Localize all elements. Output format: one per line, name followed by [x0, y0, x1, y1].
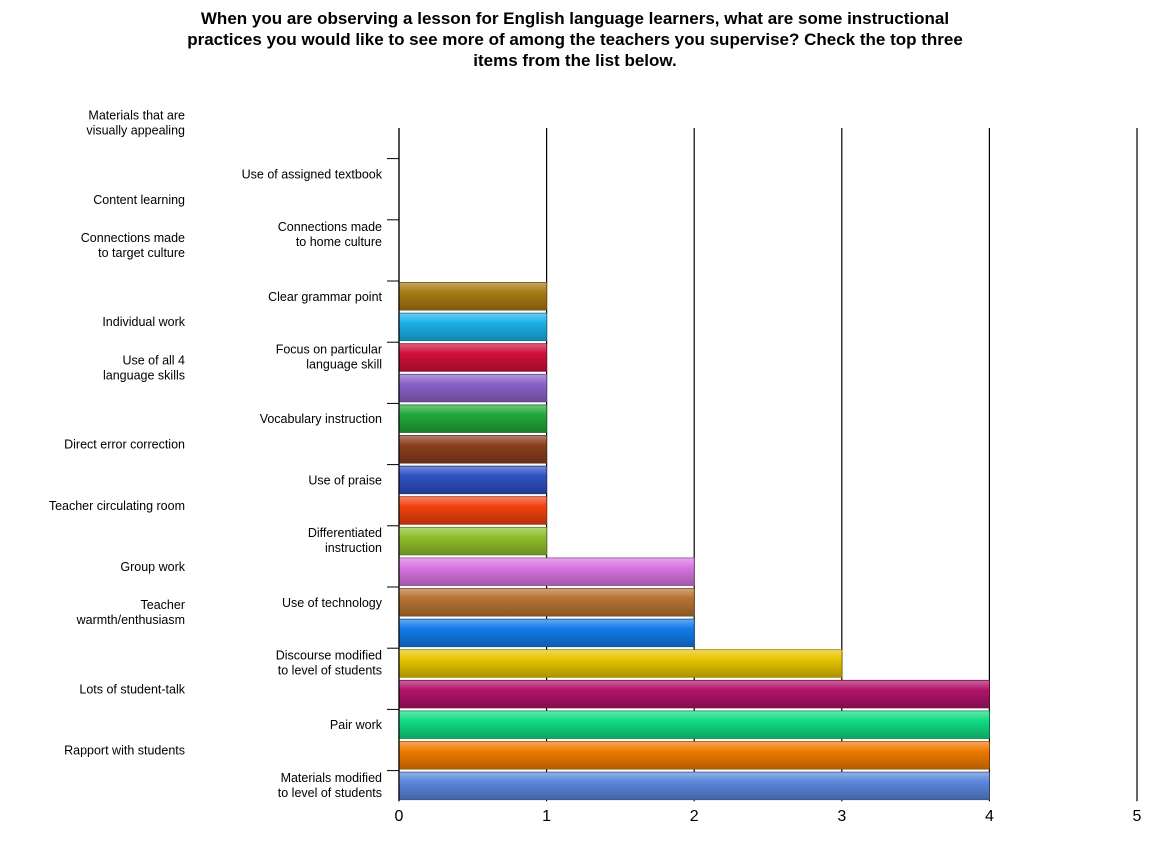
bar	[398, 343, 548, 372]
category-label-line: Clear grammar point	[268, 290, 382, 304]
category-label-line: to home culture	[296, 235, 382, 249]
category-label-line: Teacher	[141, 598, 185, 612]
category-label: Rapport with students	[64, 744, 185, 758]
category-label-line: Direct error correction	[64, 438, 185, 452]
bar	[398, 435, 548, 464]
bar	[398, 588, 695, 617]
bar	[398, 771, 990, 801]
category-label: Differentiated instruction	[308, 526, 382, 555]
category-label-line: Focus on particular	[276, 343, 382, 357]
bar	[398, 373, 548, 403]
category-label-line: language skills	[103, 368, 185, 382]
bar	[398, 710, 990, 739]
category-label-line: Materials that are	[88, 109, 185, 123]
category-label-line: Lots of student-talk	[79, 682, 185, 696]
category-label-line: Use of all 4	[122, 353, 185, 367]
category-label-line: Discourse modified	[276, 649, 382, 663]
category-label-line: language skill	[306, 358, 382, 372]
category-label: Direct error correction	[64, 438, 185, 452]
category-label: Focus on particular language skill	[276, 343, 382, 372]
category-label-line: Vocabulary instruction	[260, 412, 382, 426]
category-label: Individual work	[102, 315, 185, 329]
bar	[398, 282, 548, 311]
bar	[398, 526, 548, 556]
category-label-line: instruction	[325, 541, 382, 555]
bar	[398, 557, 695, 586]
bar	[398, 465, 548, 495]
category-label-line: Content learning	[93, 193, 185, 207]
axes	[387, 128, 400, 802]
category-label-line: Connections made	[278, 220, 382, 234]
x-tick-label: 2	[690, 808, 699, 825]
category-label: Pair work	[330, 718, 383, 732]
category-label: Teacher circulating room	[49, 499, 185, 513]
category-label-line: Teacher circulating room	[49, 499, 185, 513]
x-tick-label: 0	[395, 808, 404, 825]
category-label: Use of all 4 language skills	[103, 353, 185, 382]
x-tick-label: 1	[542, 808, 551, 825]
category-label: Vocabulary instruction	[260, 412, 382, 426]
category-label: Use of praise	[308, 473, 382, 487]
bars	[398, 282, 990, 801]
x-tick-label: 5	[1133, 808, 1142, 825]
x-tick-label: 3	[837, 808, 846, 825]
category-label-line: Materials modified	[281, 771, 382, 785]
category-label-line: Use of praise	[308, 473, 382, 487]
category-label-line: visually appealing	[86, 124, 185, 138]
category-label-line: to level of students	[278, 786, 382, 800]
category-label: Use of technology	[282, 596, 383, 610]
category-label-line: Pair work	[330, 718, 383, 732]
bar	[398, 649, 843, 678]
category-label: Clear grammar point	[268, 290, 382, 304]
chart-title-line-3: items from the list below.	[473, 51, 677, 70]
bar	[398, 741, 990, 770]
category-label-line: to level of students	[278, 664, 382, 678]
category-label: Lots of student-talk	[79, 682, 185, 696]
category-label-line: Rapport with students	[64, 744, 185, 758]
category-label: Discourse modified to level of students	[276, 649, 382, 678]
category-label: Group work	[120, 560, 185, 574]
bar	[398, 679, 990, 709]
chart-title-line-2: practices you would like to see more of …	[187, 30, 963, 49]
category-label: Connections made to home culture	[278, 220, 382, 249]
category-label: Content learning	[93, 193, 185, 207]
bar	[398, 312, 548, 342]
category-label-line: warmth/enthusiasm	[76, 613, 185, 627]
category-label: Materials that are visually appealing	[86, 109, 185, 138]
category-label: Use of assigned textbook	[242, 167, 383, 181]
bar	[398, 496, 548, 525]
category-label: Materials modified to level of students	[278, 771, 382, 800]
category-label-line: to target culture	[98, 246, 185, 260]
category-labels: Materials that are visually appealing Use …	[49, 109, 383, 800]
category-label-line: Differentiated	[308, 526, 382, 540]
chart-title-line-1: When you are observing a lesson for Engl…	[200, 9, 950, 28]
category-label-line: Use of technology	[282, 596, 383, 610]
x-tick-label: 4	[985, 808, 994, 825]
bar	[398, 404, 548, 433]
category-label-line: Connections made	[81, 231, 185, 245]
chart-title: When you are observing a lesson for Engl…	[0, 8, 1150, 71]
category-label: Connections made to target culture	[81, 231, 185, 260]
x-tick-labels: 0 1 2 3 4 5	[395, 808, 1142, 825]
category-label-line: Use of assigned textbook	[242, 167, 383, 181]
bar	[398, 618, 695, 648]
category-label-line: Group work	[120, 560, 185, 574]
category-label-line: Individual work	[102, 315, 185, 329]
category-label: Teacher warmth/enthusiasm	[76, 598, 185, 627]
